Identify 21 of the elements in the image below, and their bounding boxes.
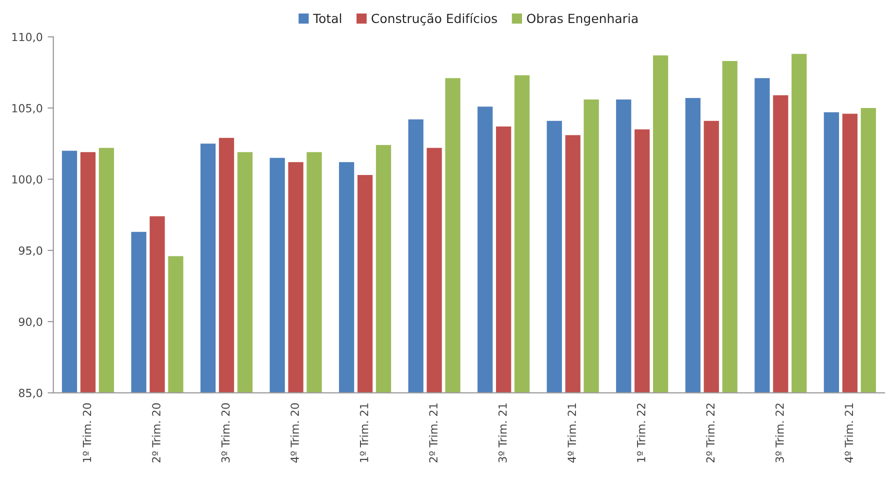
y-tick-label: 90,0 [18, 318, 42, 328]
y-tick-label: 105,0 [12, 104, 42, 114]
x-tick-label: 4º Trim. 20 [290, 403, 299, 463]
x-tick-label: 3º Trim. 21 [498, 404, 507, 462]
y-tick-label: 95,0 [18, 246, 42, 256]
x-tick-label: 3º Trim. 22 [775, 404, 784, 462]
legend-label: Total [312, 13, 342, 24]
x-tick-label: 2º Trim. 22 [706, 404, 714, 462]
y-tick-label: 110,0 [12, 32, 42, 42]
x-tick-label: 1º Trim. 21 [360, 404, 368, 462]
legend-label: Obras Engenharia [527, 13, 638, 26]
x-tick-label: 4º Trim. 21 [844, 404, 853, 463]
x-tick-label: 2º Trim. 20 [152, 403, 160, 462]
y-tick-label: 100,0 [12, 175, 42, 185]
x-tick-label: 3º Trim. 20 [221, 403, 230, 462]
legend-label: Construção Edifícios [372, 12, 497, 26]
y-tick-label: 85,0 [18, 388, 42, 398]
x-tick-label: 1º Trim. 22 [636, 404, 646, 462]
x-tick-label: 4º Trim. 21 [567, 404, 576, 463]
x-tick-label: 1º Trim. 20 [82, 403, 92, 462]
x-tick-label: 2º Trim. 21 [428, 404, 438, 462]
